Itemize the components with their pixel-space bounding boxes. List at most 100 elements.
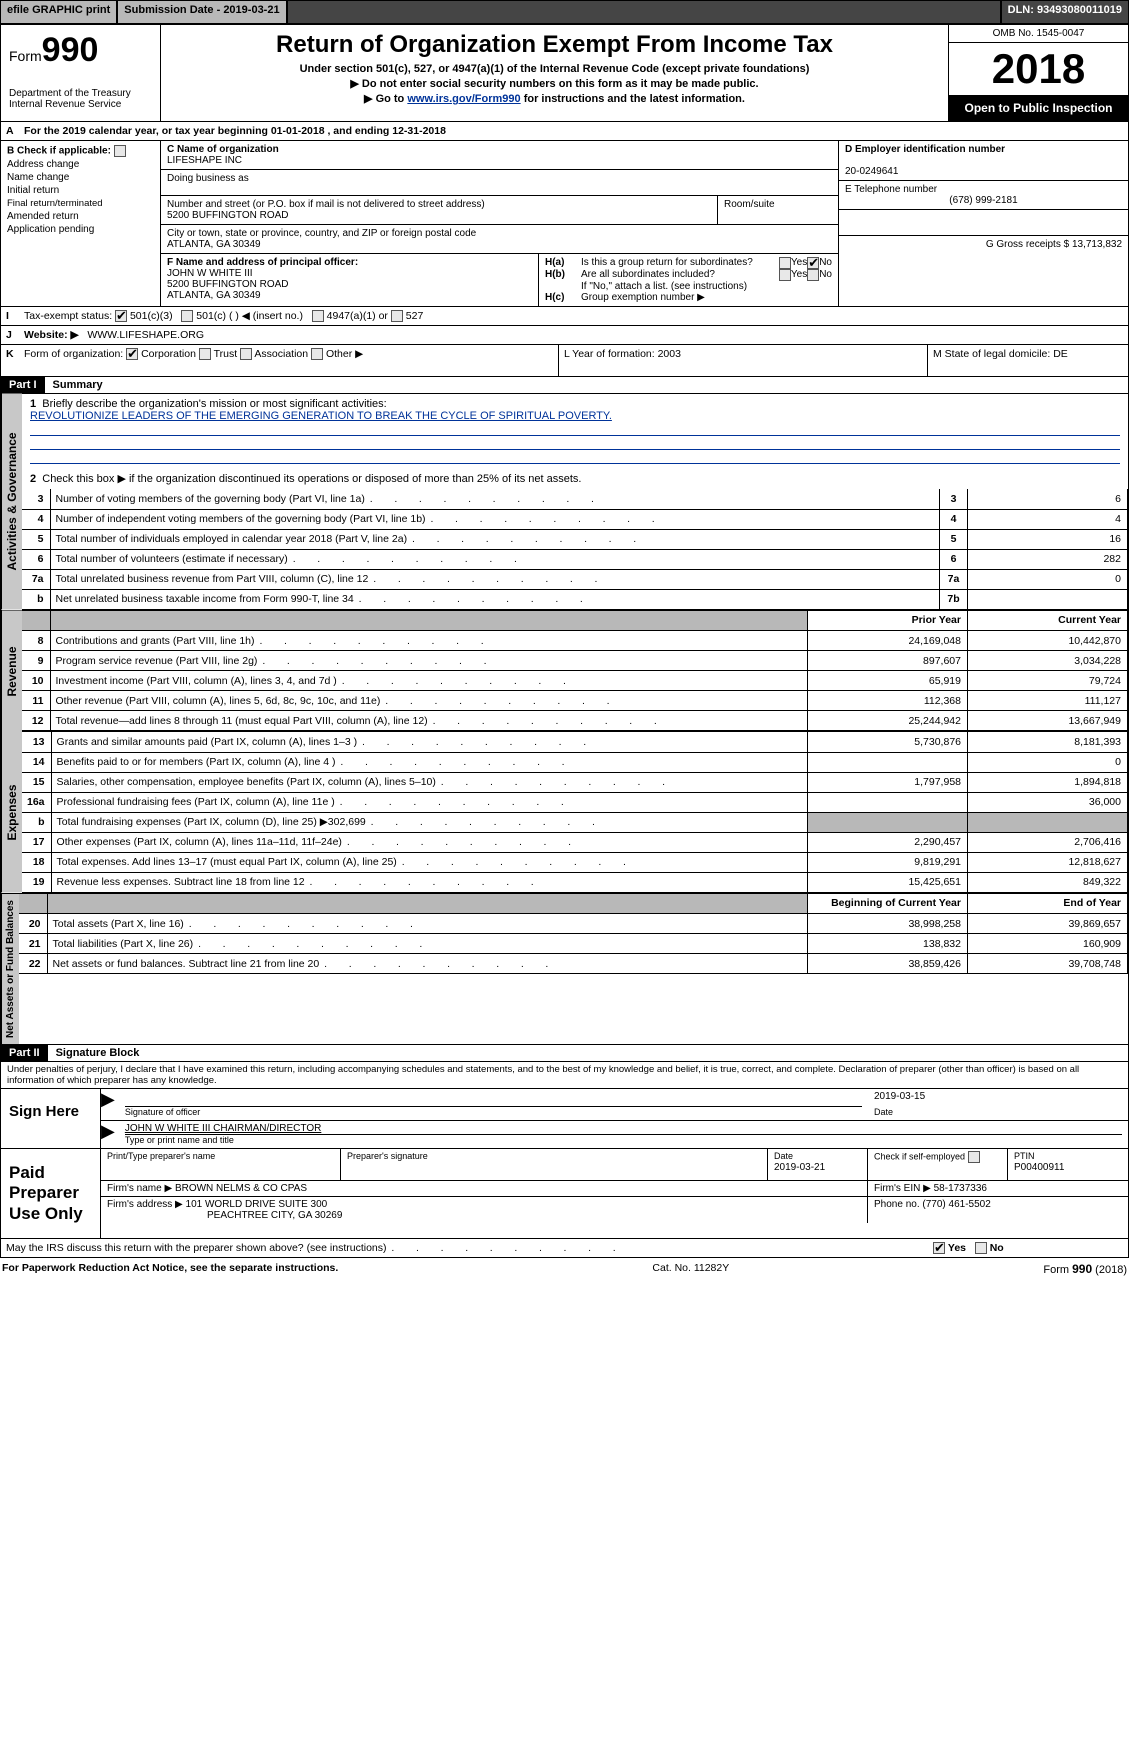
form-prefix: Form xyxy=(9,48,42,64)
submission-date: Submission Date - 2019-03-21 xyxy=(117,0,286,24)
org-name: LIFESHAPE INC xyxy=(167,155,242,166)
tax-year: 2018 xyxy=(949,43,1128,95)
discuss-no: No xyxy=(990,1242,1004,1254)
h-a: H(a) xyxy=(545,257,581,269)
4947-checkbox[interactable] xyxy=(312,310,324,322)
section-b-to-h: B Check if applicable: Address change Na… xyxy=(0,141,1129,307)
table-row: 14Benefits paid to or for members (Part … xyxy=(22,752,1128,772)
room-label: Room/suite xyxy=(724,199,775,210)
q2-text: Check this box ▶ if the organization dis… xyxy=(42,473,581,485)
pt-label: Print/Type preparer's name xyxy=(107,1151,215,1161)
501c3-checkbox[interactable] xyxy=(115,310,127,322)
hc-text: Group exemption number ▶ xyxy=(581,292,705,303)
footer-rc: (2018) xyxy=(1092,1264,1127,1276)
formk-label: Form of organization: xyxy=(24,348,123,360)
col-b: B Check if applicable: Address change Na… xyxy=(1,141,161,306)
sign-here-label: Sign Here xyxy=(1,1089,101,1148)
dln: DLN: 93493080011019 xyxy=(1001,0,1129,24)
form-title: Return of Organization Exempt From Incom… xyxy=(171,31,938,59)
firm-addr2: PEACHTREE CITY, GA 30269 xyxy=(107,1210,342,1221)
discuss-row: May the IRS discuss this return with the… xyxy=(0,1239,1129,1258)
top-spacer xyxy=(287,0,1001,24)
header-left: Form990 Department of the Treasury Inter… xyxy=(1,25,161,121)
officer-name: JOHN W WHITE III xyxy=(167,268,253,279)
dept-treasury: Department of the Treasury Internal Reve… xyxy=(9,88,152,110)
h-c: H(c) xyxy=(545,292,581,303)
ein-value: 20-0249641 xyxy=(845,166,898,177)
sig-officer-label: Signature of officer xyxy=(125,1107,200,1117)
letter-a: A xyxy=(1,122,19,140)
footer-left: For Paperwork Reduction Act Notice, see … xyxy=(2,1262,338,1276)
subtitle-3: ▶ Go to www.irs.gov/Form990 for instruct… xyxy=(171,92,938,105)
527-checkbox[interactable] xyxy=(391,310,403,322)
sub3b: for instructions and the latest informat… xyxy=(521,93,745,105)
city-label: City or town, state or province, country… xyxy=(167,228,476,239)
no-label2: No xyxy=(819,269,832,281)
opt-trust: Trust xyxy=(214,348,238,360)
firm-addr-label: Firm's address ▶ xyxy=(107,1199,183,1210)
letter-j: J xyxy=(1,326,19,344)
irs-link[interactable]: www.irs.gov/Form990 xyxy=(407,93,520,105)
discuss-yes: Yes xyxy=(948,1242,966,1254)
table-row: 20Total assets (Part X, line 16)38,998,2… xyxy=(19,914,1128,934)
opt-corp: Corporation xyxy=(141,348,196,360)
table-header-row: Prior YearCurrent Year xyxy=(22,611,1128,631)
yes-label: Yes xyxy=(791,257,807,269)
ha-yes-checkbox[interactable] xyxy=(779,257,791,269)
subtitle-1: Under section 501(c), 527, or 4947(a)(1)… xyxy=(171,63,938,75)
paid-preparer-block: Paid Preparer Use Only Print/Type prepar… xyxy=(0,1149,1129,1239)
q1-label: Briefly describe the organization's miss… xyxy=(42,398,386,410)
corp-checkbox[interactable] xyxy=(126,348,138,360)
other-checkbox[interactable] xyxy=(311,348,323,360)
blue-line1 xyxy=(30,422,1120,436)
footer-mid: Cat. No. 11282Y xyxy=(652,1262,729,1276)
table-row: bTotal fundraising expenses (Part IX, co… xyxy=(22,812,1128,832)
self-emp-checkbox[interactable] xyxy=(968,1151,980,1163)
firm-label: Firm's name ▶ xyxy=(107,1183,172,1194)
table-row: 22Net assets or fund balances. Subtract … xyxy=(19,954,1128,974)
checkbox-icon[interactable] xyxy=(114,145,126,157)
ein-label: Firm's EIN ▶ xyxy=(874,1183,931,1194)
org-city: ATLANTA, GA 30349 xyxy=(167,239,261,250)
ptin-label: PTIN xyxy=(1014,1151,1035,1161)
discuss-no-checkbox[interactable] xyxy=(975,1242,987,1254)
paid-preparer-label: Paid Preparer Use Only xyxy=(1,1149,101,1238)
trust-checkbox[interactable] xyxy=(199,348,211,360)
perjury-text: Under penalties of perjury, I declare th… xyxy=(0,1062,1129,1089)
addr-label: Number and street (or P.O. box if mail i… xyxy=(167,199,485,210)
no-label: No xyxy=(819,257,832,269)
col-b-hdr: Check if applicable: xyxy=(17,146,111,157)
table-row: 10Investment income (Part VIII, column (… xyxy=(22,671,1128,691)
amended-return: Amended return xyxy=(7,211,79,222)
sign-date: 2019-03-15 xyxy=(874,1091,1122,1107)
expenses-table: 13Grants and similar amounts paid (Part … xyxy=(22,732,1128,893)
row-i: I Tax-exempt status: 501(c)(3) 501(c) ( … xyxy=(0,307,1129,326)
hb-yes-checkbox[interactable] xyxy=(779,269,791,281)
form-number: 990 xyxy=(42,31,99,69)
arrow-icon2 xyxy=(101,1121,119,1148)
d-label: D Employer identification number xyxy=(845,144,1005,155)
revenue-section: Revenue Prior YearCurrent Year8Contribut… xyxy=(0,611,1129,733)
table-row: 21Total liabilities (Part X, line 26)138… xyxy=(19,934,1128,954)
dept2: Internal Revenue Service xyxy=(9,99,121,110)
yes-label2: Yes xyxy=(791,269,807,281)
omb-number: OMB No. 1545-0047 xyxy=(949,25,1128,43)
part1-header: Part I Summary xyxy=(0,377,1129,394)
governance-table: 3Number of voting members of the governi… xyxy=(22,489,1128,610)
addr-change: Address change xyxy=(7,159,79,170)
row-j: J Website: ▶ WWW.LIFESHAPE.ORG xyxy=(0,326,1129,345)
ha-no-checkbox[interactable] xyxy=(807,257,819,269)
initial-return: Initial return xyxy=(7,185,59,196)
firm-phone-label: Phone no. xyxy=(874,1199,920,1210)
subtitle-2: ▶ Do not enter social security numbers o… xyxy=(171,77,938,90)
501c-checkbox[interactable] xyxy=(181,310,193,322)
tax-status: Tax-exempt status: 501(c)(3) 501(c) ( ) … xyxy=(19,307,1128,325)
assoc-checkbox[interactable] xyxy=(240,348,252,360)
f-label: F Name and address of principal officer: xyxy=(167,257,358,268)
discuss-yes-checkbox[interactable] xyxy=(933,1242,945,1254)
vert-governance: Activities & Governance xyxy=(1,394,22,610)
efile-label: efile GRAPHIC print xyxy=(0,0,117,24)
hb-no-checkbox[interactable] xyxy=(807,269,819,281)
line-a-row: A For the 2019 calendar year, or tax yea… xyxy=(0,122,1129,141)
table-row: 13Grants and similar amounts paid (Part … xyxy=(22,732,1128,752)
